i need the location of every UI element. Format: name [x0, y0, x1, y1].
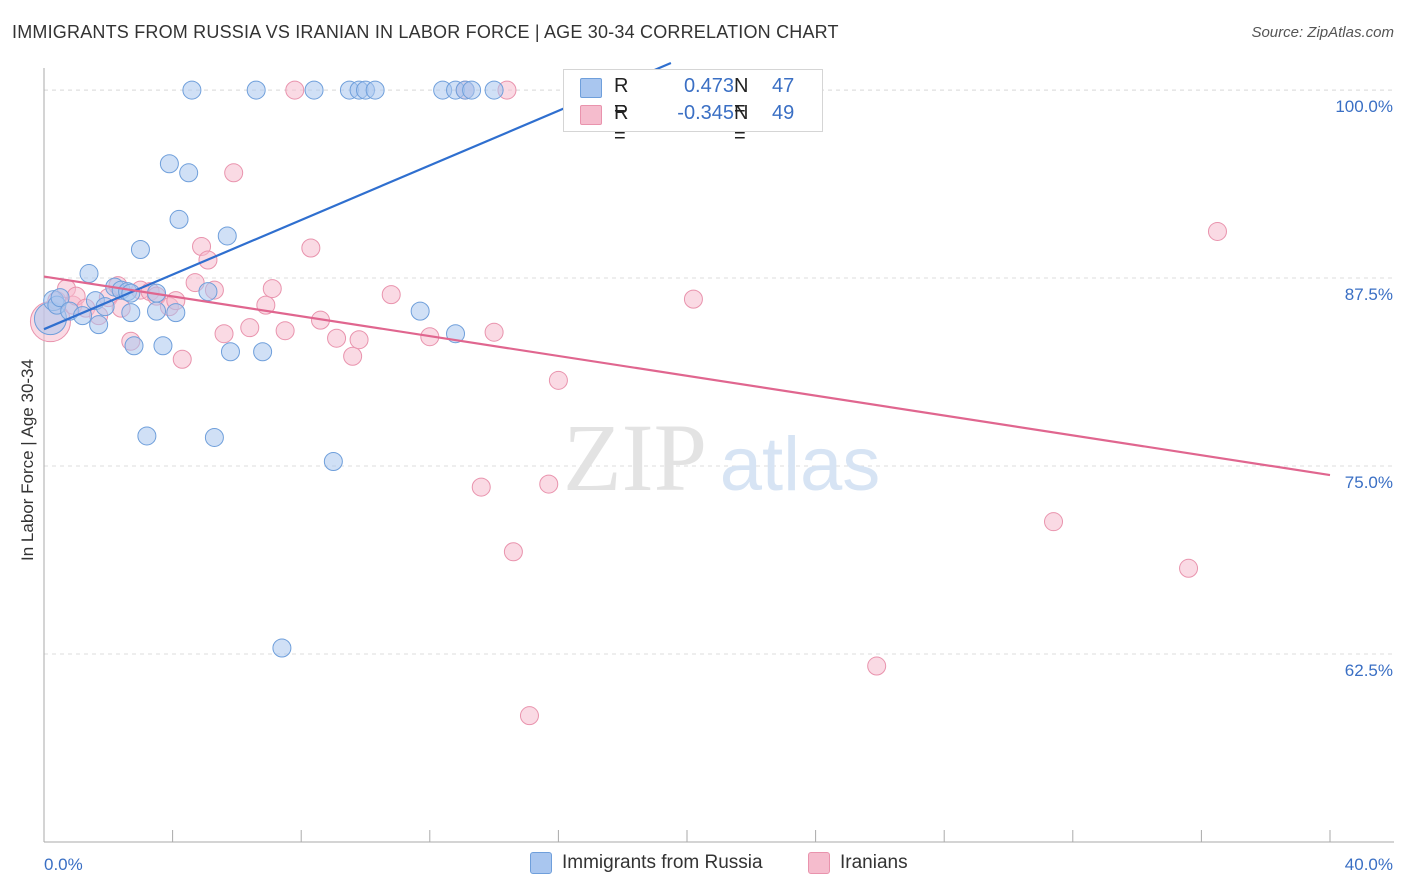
data-point-iranians [1179, 558, 1199, 578]
data-point-russia [121, 303, 141, 323]
legend-r-label: R = [614, 102, 629, 147]
y-tick-label: 87.5% [1345, 285, 1393, 304]
axes [43, 68, 1394, 843]
legend-box: R = 0.473 N = 47 R = -0.345 N = 49 [563, 69, 823, 147]
x-tick-label: 0.0% [44, 855, 83, 874]
data-point-iranians [185, 273, 205, 293]
trend-line-iranians [43, 275, 1331, 477]
data-point-iranians [484, 322, 504, 342]
legend-n-value: 47 [772, 75, 795, 97]
data-point-russia [484, 80, 504, 100]
data-point-russia [169, 209, 189, 229]
y-tick-label: 100.0% [1335, 97, 1393, 116]
data-point-iranians [275, 321, 295, 341]
series-russia [33, 80, 720, 658]
data-point-russia [153, 336, 173, 356]
legend-r-value: -0.345 [677, 102, 734, 124]
legend-r-label: R = [614, 75, 629, 120]
data-point-russia [89, 315, 109, 335]
data-point-iranians [172, 349, 192, 369]
data-point-iranians [683, 289, 703, 309]
data-point-russia [253, 342, 273, 362]
series-iranians [29, 80, 1227, 726]
data-point-russia [220, 342, 240, 362]
data-point-iranians [867, 656, 887, 676]
data-point-russia [323, 452, 343, 472]
bottom-legend-swatch-russia [530, 852, 552, 874]
data-point-iranians [519, 706, 539, 726]
data-point-russia [198, 282, 218, 302]
data-point-russia [79, 264, 99, 284]
data-point-russia [179, 163, 199, 183]
x-tick-label: 40.0% [1345, 855, 1393, 874]
data-point-iranians [214, 324, 234, 344]
bottom-legend-label-russia: Immigrants from Russia [562, 852, 763, 873]
data-point-iranians [301, 238, 321, 258]
y-tick-label: 62.5% [1345, 661, 1393, 680]
data-point-iranians [349, 330, 369, 350]
data-point-russia [217, 226, 237, 246]
data-point-iranians [327, 328, 347, 348]
legend-n-label: N = [734, 75, 749, 120]
y-tick-label: 75.0% [1345, 473, 1393, 492]
data-point-iranians [240, 318, 260, 338]
watermark: ZIP atlas [563, 404, 880, 511]
data-point-russia [410, 301, 430, 321]
legend-swatch-russia [580, 78, 602, 98]
data-point-iranians [503, 542, 523, 562]
data-point-iranians [1044, 512, 1064, 532]
legend-n-label: N = [734, 102, 749, 147]
data-point-russia [446, 324, 466, 344]
legend-swatch-iranians [580, 105, 602, 125]
data-point-iranians [548, 370, 568, 390]
legend-r-value: 0.473 [683, 75, 734, 97]
data-point-russia [137, 426, 157, 446]
data-point-russia [304, 80, 324, 100]
data-point-iranians [471, 477, 491, 497]
x-tick-labels: 0.0% 40.0% [44, 855, 1393, 874]
data-point-iranians [343, 346, 363, 366]
legend-n-value: 49 [772, 102, 795, 124]
data-point-russia [204, 427, 224, 447]
data-point-russia [272, 638, 292, 658]
bottom-legend-label-iranians: Iranians [840, 852, 908, 873]
chart-title: IMMIGRANTS FROM RUSSIA VS IRANIAN IN LAB… [12, 22, 839, 42]
data-point-iranians [381, 285, 401, 305]
data-point-russia [147, 301, 167, 321]
data-point-russia [50, 288, 70, 308]
data-point-iranians [224, 163, 244, 183]
data-point-iranians [262, 279, 282, 299]
source-label: Source: ZipAtlas.com [1251, 24, 1394, 41]
data-point-russia [462, 80, 482, 100]
data-point-russia [246, 80, 266, 100]
data-point-russia [130, 239, 150, 259]
y-tick-labels: 62.5% 75.0% 87.5% 100.0% [1335, 97, 1393, 680]
data-point-russia [182, 80, 202, 100]
bottom-legend-swatch-iranians [808, 852, 830, 874]
data-point-iranians [285, 80, 305, 100]
data-point-russia [166, 303, 186, 323]
data-point-iranians [539, 474, 559, 494]
watermark-atlas: atlas [720, 422, 881, 507]
data-point-russia [365, 80, 385, 100]
data-point-russia [124, 336, 144, 356]
y-axis-label: In Labor Force | Age 30-34 [18, 359, 37, 561]
data-point-russia [159, 154, 179, 174]
data-point-iranians [1207, 221, 1227, 241]
watermark-zip: ZIP [563, 404, 707, 511]
